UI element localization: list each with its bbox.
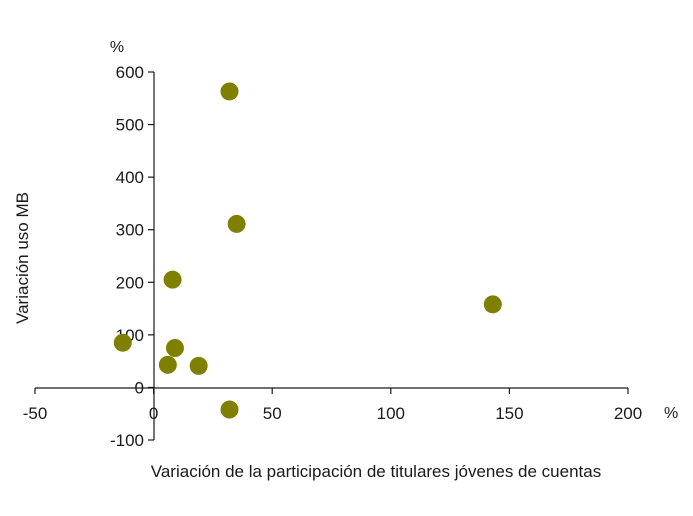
scatter-point [483, 295, 502, 314]
scatter-point [189, 356, 208, 375]
scatter-point [158, 355, 177, 374]
x-axis-unit: % [664, 405, 678, 422]
x-tick-label: -50 [23, 404, 48, 423]
y-tick-label: 0 [135, 378, 144, 397]
y-axis-unit: % [110, 39, 124, 56]
y-tick-label: 600 [116, 63, 144, 82]
scatter-point [113, 333, 132, 352]
y-tick-label: 200 [116, 273, 144, 292]
x-tick-label: 150 [495, 404, 523, 423]
x-tick-label: 100 [377, 404, 405, 423]
scatter-point [220, 400, 239, 419]
y-tick-label: -100 [110, 431, 144, 450]
scatter-point [165, 339, 184, 357]
scatter-point [220, 82, 239, 101]
y-tick-label: 300 [116, 221, 144, 240]
y-axis-title: Variación uso MB [13, 192, 32, 324]
data-points [113, 82, 502, 419]
scatter-point [163, 270, 182, 289]
x-tick-label: 50 [263, 404, 282, 423]
y-tick-label: 500 [116, 116, 144, 135]
x-axis-title: Variación de la participación de titular… [151, 462, 601, 481]
axes [35, 72, 628, 440]
x-axis-ticks: -50 0 50 100 150 200 [23, 388, 642, 423]
scatter-point [227, 214, 246, 233]
x-tick-label: 0 [149, 404, 158, 423]
x-tick-label: 200 [614, 404, 642, 423]
y-tick-label: 400 [116, 168, 144, 187]
